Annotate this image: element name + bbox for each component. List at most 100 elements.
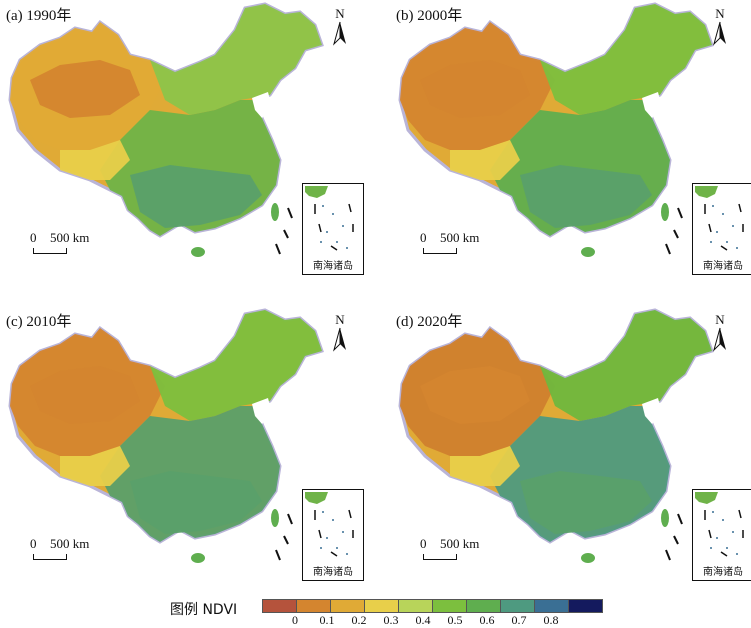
inset-boundary-dash [318,223,322,233]
ndvi-zone [450,446,520,486]
ndvi-zone [130,471,262,534]
map-region-group [398,2,714,257]
scale-bar [423,248,457,254]
inset-island [332,519,334,521]
panel-title: (c) 2010年 [6,314,72,330]
ndvi-zone [60,140,130,180]
inset-boundary-dash [738,203,742,213]
inset-boundary-dash [318,529,322,539]
inset-island [726,547,728,549]
inset-boundary-dash [738,509,742,519]
inset-island [342,531,344,533]
inset-island [716,537,718,539]
inset-island [736,247,738,249]
china-ndvi-map [8,308,324,563]
inset-label: 南海诸岛 [313,567,353,578]
taiwan-island [661,203,669,221]
boundary-dash [673,535,679,545]
legend-tick-label: 0.2 [351,613,367,627]
inset-island [326,231,328,233]
scale-bar [423,554,457,560]
inset-boundary-dash [720,551,728,557]
inset-island [322,511,324,513]
south-china-sea-inset: 南海诸岛 [302,183,364,275]
inset-boundary-dash [708,529,712,539]
ndvi-zone [540,310,712,421]
north-arrow: N [710,6,730,48]
boundary-dash [287,513,293,525]
inset-island [732,225,734,227]
inset-island [320,241,322,243]
inset-boundary-dash [348,509,352,519]
scale-distance: 500 km [440,230,480,245]
hainan-island [191,553,205,563]
ndvi-zone [60,446,130,486]
inset-island [346,553,348,555]
ndvi-zone [150,4,322,115]
legend-tick-label: 0.8 [543,613,559,627]
bohai-sea [252,398,272,424]
panel-title: (b) 2000年 [396,8,463,24]
boundary-dash [677,513,683,525]
inset-island [710,241,712,243]
inset-island [722,519,724,521]
inset-label: 南海诸岛 [703,261,743,272]
bohai-sea [252,92,272,118]
taiwan-island [661,509,669,527]
legend-title: 图例 NDVI [170,602,238,618]
inset-label: 南海诸岛 [313,261,353,272]
ndvi-zone [420,366,530,424]
north-letter: N [335,312,345,327]
boundary-dash [287,207,293,219]
legend-swatch [296,599,331,613]
south-china-sea-inset: 南海诸岛 [692,489,751,581]
ndvi-zone [130,165,262,228]
map-panel-2010: (c) 2010年 N 0 500 km 南海诸岛 [0,306,375,606]
inset-island [716,231,718,233]
panel-title: (a) 1990年 [6,8,72,24]
china-ndvi-map [398,2,714,257]
north-letter: N [715,312,725,327]
scale-bar [33,554,67,560]
legend-swatch [330,599,365,613]
north-letter: N [335,6,345,21]
scale-bar [33,248,67,254]
boundary-dash [283,229,289,239]
ndvi-zone [30,60,140,118]
south-china-sea-inset: 南海诸岛 [692,183,751,275]
hainan-island [191,247,205,257]
legend-swatch [262,599,297,613]
boundary-dash [665,549,671,561]
north-arrow: N [330,6,350,48]
legend-tick-label: 0.1 [319,613,335,627]
north-arrow: N [330,312,350,354]
boundary-dash [677,207,683,219]
bohai-sea [642,92,662,118]
map-panel-2000: (b) 2000年 N 0 500 km 南海诸岛 [376,0,751,300]
legend-swatch [432,599,467,613]
ndvi-zone [540,4,712,115]
inset-island [346,247,348,249]
inset-boundary-dash [708,223,712,233]
inset-island [710,547,712,549]
inset-island [736,553,738,555]
inset-boundary-dash [720,245,728,251]
inset-boundary-dash [348,203,352,213]
ndvi-zone [150,310,322,421]
taiwan-island [271,203,279,221]
inset-coast [305,492,328,504]
ndvi-legend: 图例 NDVI 0 0.1 0.2 0.3 0.4 0.5 0.6 0.7 0.8 [170,597,603,627]
china-ndvi-map [8,2,324,257]
ndvi-zone [30,366,140,424]
inset-island [336,547,338,549]
inset-boundary-dash [330,551,338,557]
map-panel-2020: (d) 2020年 N 0 500 km 南海诸岛 [376,306,751,606]
inset-island [726,241,728,243]
inset-label: 南海诸岛 [703,567,743,578]
scale-distance: 500 km [50,536,90,551]
ndvi-zone [520,471,652,534]
inset-coast [305,186,328,198]
legend-tick-label: 0.7 [511,613,527,627]
legend-swatch [568,599,603,613]
map-region-group [8,2,324,257]
